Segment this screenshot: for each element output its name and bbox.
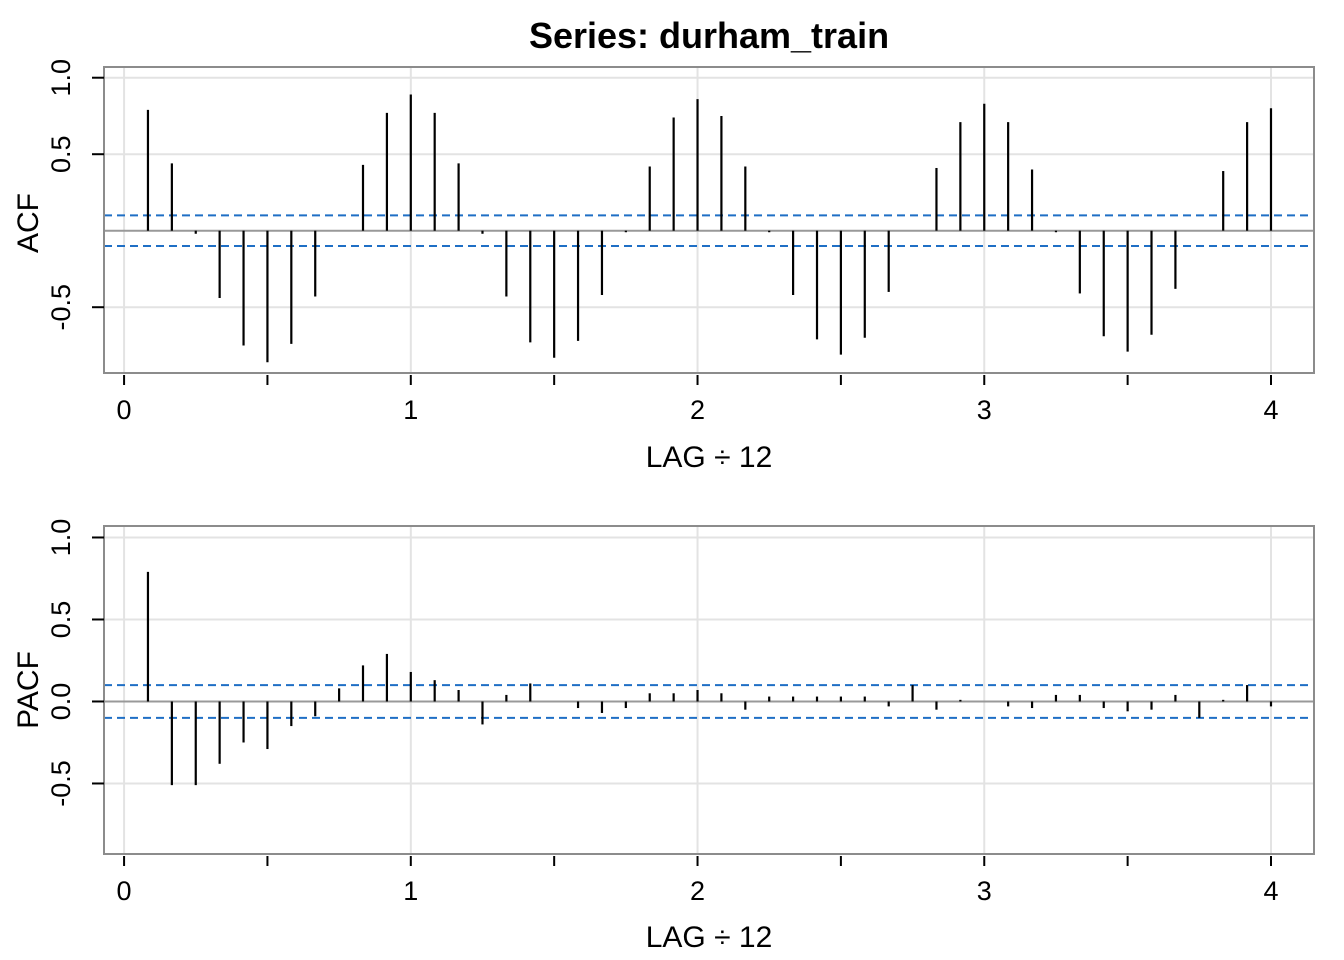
pacf-x-tick-label: 0	[117, 876, 132, 906]
acf-y-tick-label: 1.0	[46, 59, 76, 97]
acf-plot-frame	[103, 66, 1315, 374]
pacf-y-axis-label: PACF	[12, 651, 45, 729]
pacf-x-tick-label: 3	[977, 876, 992, 906]
acf-x-tick-label: 3	[977, 395, 992, 425]
pacf-x-tick-label: 2	[690, 876, 705, 906]
pacf-y-tick-label: 1.0	[46, 519, 76, 557]
pacf-y-tick-label: 0.0	[46, 683, 76, 721]
pacf-y-tick-label: -0.5	[46, 760, 76, 807]
acf-panel: -0.5 0.5 1.0 0 1 2 3 4	[46, 59, 1315, 425]
pacf-x-tick-label: 4	[1263, 876, 1278, 906]
acf-x-tick-label: 1	[403, 395, 418, 425]
acf-y-axis-label: ACF	[12, 193, 45, 253]
acf-x-tick-label: 4	[1263, 395, 1278, 425]
acf-x-tick-label: 0	[117, 395, 132, 425]
acf-y-tick-label: 0.5	[46, 135, 76, 173]
pacf-plot-frame	[103, 525, 1315, 855]
chart-title: Series: durham_train	[529, 15, 889, 56]
pacf-panel: -0.5 0.0 0.5 1.0 0 1 2 3 4	[46, 519, 1315, 906]
pacf-y-tick-label: 0.5	[46, 601, 76, 639]
acf-x-axis-label: LAG ÷ 12	[646, 441, 773, 474]
acf-y-tick-label: -0.5	[46, 284, 76, 331]
acf-x-tick-label: 2	[690, 395, 705, 425]
pacf-x-tick-label: 1	[403, 876, 418, 906]
pacf-x-axis-label: LAG ÷ 12	[646, 921, 773, 954]
